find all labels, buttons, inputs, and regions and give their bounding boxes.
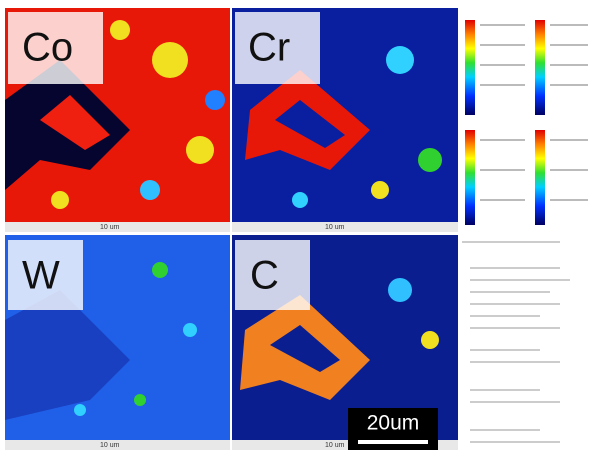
panel-label: Cr [248, 26, 290, 70]
panel-label: W [22, 254, 60, 298]
scale-bar [358, 440, 428, 444]
panel-scale: 10 um [100, 442, 120, 449]
panel-label: C [250, 254, 279, 298]
colorbars [462, 20, 588, 442]
panel-scale: 10 um [100, 224, 120, 231]
scale-bar-label: 20um [367, 412, 420, 435]
screenshot: Co Cr W C 10 um 10 um 10 um 10 um 20um [0, 0, 592, 457]
panel-scale: 10 um [325, 224, 345, 231]
panel-scale: 10 um [325, 442, 345, 449]
panel-label: Co [22, 26, 73, 70]
eds-maps: Co Cr W C 10 um 10 um 10 um 10 um 20um [0, 0, 592, 457]
